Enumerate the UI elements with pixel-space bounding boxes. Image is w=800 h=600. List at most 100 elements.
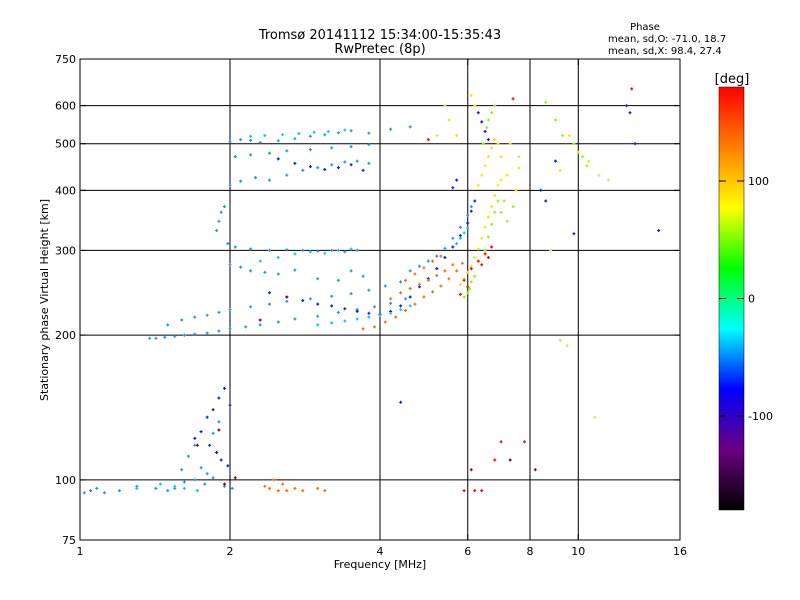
- data-point: [293, 486, 297, 490]
- data-point: [355, 317, 359, 321]
- data-point: [249, 153, 253, 157]
- data-point: [593, 415, 597, 419]
- x-tick-label: 16: [673, 545, 687, 558]
- data-point: [490, 111, 494, 115]
- data-point: [180, 468, 184, 472]
- data-point: [361, 327, 365, 331]
- data-point: [499, 178, 503, 182]
- y-tick-label: 75: [62, 534, 76, 547]
- data-point: [544, 100, 548, 104]
- data-point: [523, 440, 526, 444]
- data-point: [219, 458, 223, 462]
- data-point: [561, 134, 565, 137]
- colorbar-label: [deg]: [715, 72, 750, 87]
- x-tick-label: 6: [464, 545, 471, 558]
- data-point: [597, 173, 601, 177]
- data-point: [502, 199, 506, 203]
- data-point: [431, 290, 435, 294]
- data-point: [205, 331, 209, 335]
- data-point: [447, 118, 451, 122]
- data-point: [355, 248, 359, 252]
- data-point: [490, 222, 494, 226]
- data-point: [558, 168, 562, 172]
- data-point: [249, 305, 253, 309]
- data-point: [330, 304, 334, 308]
- data-point: [355, 309, 359, 313]
- data-point: [486, 235, 490, 239]
- data-point: [330, 294, 334, 298]
- data-point: [458, 292, 462, 296]
- data-point: [254, 176, 257, 180]
- data-point: [480, 120, 484, 124]
- data-point: [82, 491, 86, 495]
- data-point: [268, 248, 271, 252]
- data-point: [511, 97, 515, 101]
- data-point: [312, 130, 316, 134]
- data-point: [373, 305, 376, 309]
- data-point: [585, 164, 589, 168]
- data-point: [458, 234, 462, 238]
- data-point: [349, 247, 353, 251]
- data-point: [657, 229, 661, 232]
- data-point: [336, 278, 340, 282]
- data-point: [451, 245, 455, 249]
- data-point: [473, 104, 477, 108]
- data-point: [336, 166, 340, 170]
- data-point: [244, 325, 248, 329]
- data-point: [223, 386, 226, 390]
- data-point: [581, 155, 585, 159]
- data-point: [458, 225, 462, 229]
- stats-line-o: mean, sd,O: -71.0, 18.7: [608, 34, 726, 45]
- data-point: [173, 334, 177, 338]
- data-point: [281, 133, 285, 137]
- data-point: [180, 318, 184, 322]
- data-point: [343, 307, 347, 311]
- data-point: [383, 320, 387, 324]
- data-point: [258, 318, 262, 322]
- x-tick-label: 2: [227, 545, 234, 558]
- data-point: [447, 277, 451, 281]
- data-point: [408, 125, 412, 129]
- data-point: [285, 299, 289, 303]
- data-point: [466, 285, 470, 289]
- data-point: [480, 173, 484, 177]
- data-point: [439, 284, 443, 288]
- data-point: [458, 282, 462, 286]
- data-point: [468, 287, 471, 290]
- data-point: [483, 248, 487, 252]
- data-point: [399, 304, 403, 308]
- data-point: [215, 451, 219, 454]
- data-point: [285, 173, 289, 177]
- data-point: [505, 173, 509, 177]
- data-point: [455, 134, 459, 137]
- data-point: [316, 166, 320, 170]
- data-point: [607, 178, 610, 182]
- data-point: [323, 489, 327, 493]
- data-point: [565, 344, 569, 348]
- data-point: [367, 143, 371, 146]
- y-tick-label: 500: [55, 138, 76, 151]
- data-point: [228, 263, 232, 267]
- data-point: [223, 482, 226, 486]
- data-point: [361, 274, 365, 278]
- data-point: [493, 104, 497, 108]
- data-point: [361, 168, 365, 172]
- data-point: [469, 280, 473, 284]
- data-point: [378, 313, 382, 317]
- data-point: [166, 323, 170, 327]
- data-point: [517, 166, 521, 170]
- y-tick-label: 750: [55, 53, 76, 66]
- data-point: [195, 443, 199, 447]
- data-point: [323, 168, 327, 171]
- data-point: [451, 263, 455, 267]
- data-point: [443, 269, 447, 273]
- data-point: [418, 264, 421, 268]
- data-point: [389, 311, 393, 315]
- data-point: [480, 263, 484, 267]
- data-point: [473, 489, 477, 493]
- data-point: [217, 428, 221, 432]
- data-point: [496, 142, 500, 146]
- data-point: [404, 278, 407, 282]
- data-point: [193, 436, 197, 440]
- data-point: [628, 111, 632, 115]
